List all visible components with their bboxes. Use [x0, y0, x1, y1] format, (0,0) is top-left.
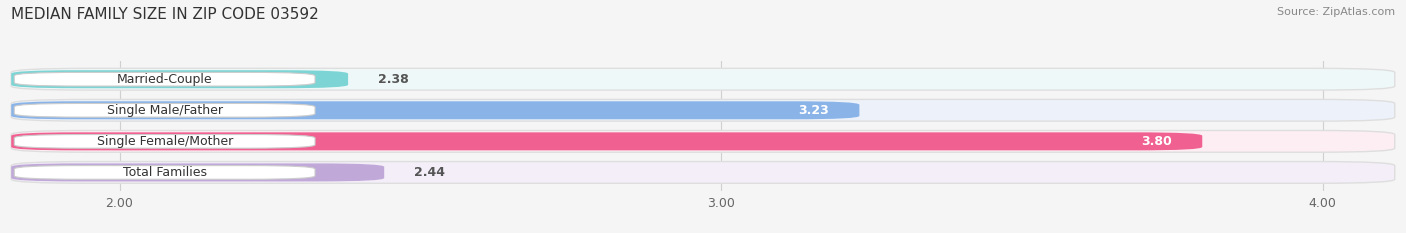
FancyBboxPatch shape — [11, 99, 1395, 121]
Text: 3.80: 3.80 — [1142, 135, 1173, 148]
Text: 2.38: 2.38 — [378, 73, 409, 86]
Text: Total Families: Total Families — [122, 166, 207, 179]
Text: 2.44: 2.44 — [415, 166, 446, 179]
FancyBboxPatch shape — [11, 70, 349, 88]
FancyBboxPatch shape — [14, 72, 315, 86]
Text: 3.23: 3.23 — [799, 104, 830, 117]
FancyBboxPatch shape — [11, 130, 1395, 152]
FancyBboxPatch shape — [14, 166, 315, 179]
FancyBboxPatch shape — [11, 132, 1202, 150]
FancyBboxPatch shape — [14, 103, 315, 117]
FancyBboxPatch shape — [14, 134, 315, 148]
Text: Married-Couple: Married-Couple — [117, 73, 212, 86]
Text: Single Male/Father: Single Male/Father — [107, 104, 222, 117]
Text: MEDIAN FAMILY SIZE IN ZIP CODE 03592: MEDIAN FAMILY SIZE IN ZIP CODE 03592 — [11, 7, 319, 22]
FancyBboxPatch shape — [11, 68, 1395, 90]
FancyBboxPatch shape — [11, 161, 1395, 183]
FancyBboxPatch shape — [11, 101, 859, 119]
Text: Single Female/Mother: Single Female/Mother — [97, 135, 233, 148]
Text: Source: ZipAtlas.com: Source: ZipAtlas.com — [1277, 7, 1395, 17]
FancyBboxPatch shape — [11, 163, 384, 182]
